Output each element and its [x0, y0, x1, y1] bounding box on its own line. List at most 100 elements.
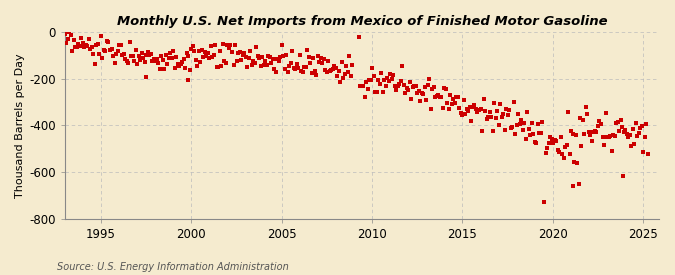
- Point: [343, 70, 354, 74]
- Point: [165, 51, 176, 56]
- Point: [326, 68, 337, 73]
- Point: [353, 34, 364, 39]
- Point: [507, 125, 518, 129]
- Point: [382, 76, 393, 80]
- Point: [474, 108, 485, 112]
- Point: [370, 90, 381, 95]
- Point: [638, 150, 649, 155]
- Point: [531, 141, 541, 145]
- Point: [457, 113, 468, 117]
- Point: [475, 106, 486, 111]
- Point: [549, 138, 560, 143]
- Point: [300, 65, 311, 69]
- Point: [526, 120, 537, 125]
- Point: [171, 54, 182, 59]
- Point: [618, 173, 628, 178]
- Point: [314, 60, 325, 65]
- Point: [70, 45, 81, 49]
- Point: [578, 118, 589, 123]
- Point: [215, 49, 225, 53]
- Point: [556, 135, 566, 140]
- Point: [593, 124, 603, 128]
- Point: [287, 49, 298, 53]
- Point: [551, 139, 562, 144]
- Point: [497, 112, 508, 116]
- Point: [156, 54, 167, 58]
- Point: [394, 81, 404, 86]
- Point: [244, 48, 255, 53]
- Point: [126, 54, 136, 59]
- Point: [122, 59, 132, 64]
- Point: [535, 131, 546, 135]
- Point: [118, 52, 129, 56]
- Point: [306, 70, 317, 75]
- Point: [138, 56, 148, 60]
- Point: [145, 52, 156, 56]
- Point: [327, 67, 338, 71]
- Point: [485, 114, 496, 119]
- Point: [319, 57, 329, 61]
- Point: [358, 84, 369, 88]
- Point: [407, 84, 418, 89]
- Point: [603, 135, 614, 139]
- Point: [618, 129, 629, 134]
- Point: [272, 56, 283, 61]
- Point: [227, 50, 238, 54]
- Point: [599, 143, 610, 148]
- Point: [560, 145, 570, 149]
- Point: [59, 32, 70, 37]
- Point: [174, 64, 185, 68]
- Point: [537, 120, 547, 125]
- Point: [600, 111, 611, 115]
- Point: [396, 79, 406, 83]
- Point: [115, 43, 126, 47]
- Point: [146, 58, 157, 63]
- Point: [252, 53, 263, 58]
- Point: [282, 70, 293, 74]
- Point: [626, 143, 637, 148]
- Point: [182, 51, 192, 56]
- Point: [273, 59, 284, 63]
- Point: [588, 130, 599, 134]
- Point: [196, 48, 207, 52]
- Point: [80, 43, 91, 47]
- Point: [248, 59, 259, 63]
- Point: [335, 79, 346, 84]
- Point: [109, 61, 120, 65]
- Point: [435, 94, 446, 99]
- Point: [211, 65, 222, 69]
- Point: [620, 128, 630, 132]
- Point: [392, 84, 403, 89]
- Point: [284, 64, 294, 68]
- Point: [183, 54, 194, 59]
- Point: [419, 85, 430, 89]
- Point: [303, 55, 314, 59]
- Point: [558, 156, 569, 161]
- Point: [491, 109, 502, 113]
- Point: [216, 64, 227, 68]
- Point: [517, 128, 528, 132]
- Point: [364, 78, 375, 82]
- Point: [391, 88, 402, 93]
- Point: [632, 134, 643, 138]
- Point: [320, 67, 331, 72]
- Point: [246, 63, 257, 67]
- Point: [463, 108, 474, 113]
- Point: [311, 73, 322, 78]
- Point: [331, 66, 342, 70]
- Point: [446, 101, 457, 106]
- Point: [222, 43, 233, 47]
- Point: [386, 77, 397, 81]
- Point: [621, 132, 632, 136]
- Point: [421, 98, 432, 102]
- Point: [545, 135, 556, 139]
- Point: [529, 140, 540, 145]
- Point: [360, 79, 371, 84]
- Point: [102, 39, 113, 44]
- Point: [113, 43, 124, 47]
- Point: [470, 107, 481, 111]
- Point: [266, 60, 277, 65]
- Point: [493, 123, 504, 127]
- Point: [608, 133, 618, 138]
- Point: [579, 132, 590, 136]
